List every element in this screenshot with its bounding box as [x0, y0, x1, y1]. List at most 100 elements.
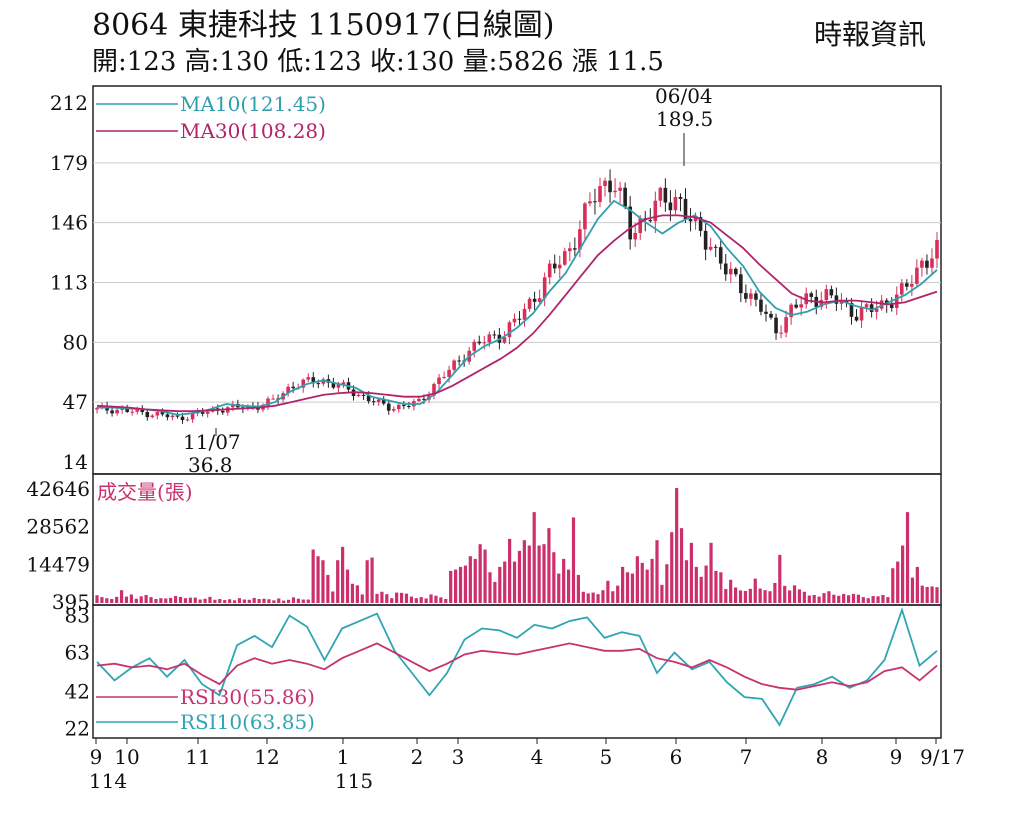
candle-body — [331, 382, 336, 388]
candle-body — [286, 386, 290, 394]
volume-bar — [365, 560, 369, 603]
volume-bar — [792, 585, 797, 603]
volume-bar — [503, 561, 507, 603]
candle-body — [336, 384, 341, 388]
volume-bar — [827, 591, 831, 603]
candle-body — [532, 298, 537, 302]
volume-bar — [331, 591, 335, 603]
volume-bar — [846, 595, 851, 603]
candle-body — [754, 293, 758, 300]
volume-bar — [552, 552, 556, 603]
candle-body — [316, 383, 321, 385]
x-month-label: 5 — [600, 745, 613, 769]
volume-bar — [321, 560, 325, 603]
price-gridlines — [93, 162, 941, 403]
ma30-legend-label: MA30(108.28) — [180, 119, 326, 143]
candle-body — [537, 298, 542, 302]
candle-body — [703, 230, 708, 250]
volume-bar — [262, 598, 266, 603]
candlesticks — [95, 169, 939, 424]
volume-bar — [159, 598, 163, 603]
volume-bar — [576, 574, 581, 603]
x-month-label: 4 — [531, 745, 544, 769]
volume-bar — [257, 598, 261, 603]
rsi10-line — [96, 607, 938, 727]
volume-bar — [562, 558, 566, 603]
candle-body — [522, 308, 527, 320]
volume-bar — [336, 560, 340, 603]
volume-bar — [719, 572, 723, 603]
candle-body — [356, 394, 361, 397]
candle-body — [829, 289, 834, 296]
volume-bar — [252, 597, 256, 603]
rsi-tick-label: 83 — [65, 604, 90, 628]
x-month-label: 11 — [185, 745, 210, 769]
volume-bar — [326, 574, 330, 603]
candle-body — [291, 386, 295, 389]
candle-body — [271, 398, 275, 400]
volume-bar — [139, 596, 143, 603]
candle-body — [573, 248, 577, 250]
volume-bar — [547, 528, 551, 603]
candle-body — [407, 406, 411, 408]
volume-bar — [532, 512, 536, 603]
volume-bar — [173, 596, 178, 603]
chart-title: 8064 東捷科技 1150917(日線圖) — [92, 8, 555, 43]
volume-bar — [105, 598, 109, 603]
volume-bar — [272, 600, 276, 603]
x-month-label: 6 — [670, 745, 683, 769]
candle-body — [125, 408, 129, 412]
high-annotation-date: 06/04 — [655, 84, 713, 108]
ma10-line — [97, 199, 938, 416]
volume-bar — [134, 598, 138, 603]
volume-bar — [743, 590, 748, 603]
volume-bar — [601, 590, 605, 603]
candle-body — [578, 229, 582, 250]
volume-bar — [694, 566, 698, 603]
candle-body — [160, 412, 165, 415]
ma30-line — [96, 214, 938, 413]
volume-tick-label: 28562 — [26, 515, 90, 539]
volume-y-axis: 42646 28562 14479 395 — [26, 477, 90, 614]
candle-body — [889, 304, 894, 308]
candle-body — [804, 293, 809, 305]
volume-bar — [164, 598, 168, 603]
moving-average-lines — [96, 199, 938, 416]
volume-bar — [453, 569, 458, 603]
rsi30-line — [96, 642, 938, 691]
volume-bar — [650, 558, 654, 603]
volume-bar — [483, 549, 487, 603]
candle-body — [437, 377, 441, 385]
volume-bar — [665, 564, 669, 603]
volume-bar — [596, 594, 600, 603]
volume-bar — [571, 517, 576, 603]
volume-bar — [232, 600, 237, 603]
candle-body — [663, 187, 668, 203]
candle-body — [638, 218, 643, 233]
candle-body — [598, 186, 602, 203]
x-month-label: 7 — [740, 745, 753, 769]
candle-body — [834, 295, 839, 304]
candle-body — [391, 409, 396, 411]
candle-body — [547, 263, 552, 278]
candle-body — [819, 300, 824, 307]
candle-body — [376, 399, 381, 403]
candle-body — [633, 232, 638, 240]
volume-bar — [306, 599, 310, 603]
x-month-label: 1 — [337, 745, 350, 769]
volume-bar — [311, 549, 315, 603]
volume-bar — [291, 597, 296, 603]
candle-body — [588, 201, 592, 204]
candle-body — [145, 412, 150, 418]
volume-bar — [360, 594, 364, 603]
candle-body — [930, 258, 934, 268]
x-month-label: 9 — [90, 745, 103, 769]
candle-body — [492, 334, 497, 336]
price-tick-label: 146 — [50, 211, 88, 235]
volume-panel-frame — [92, 473, 942, 606]
volume-bar — [630, 573, 635, 603]
volume-bar — [788, 590, 792, 603]
volume-bar — [390, 598, 394, 603]
volume-bar — [842, 593, 846, 603]
candle-body — [910, 283, 914, 287]
